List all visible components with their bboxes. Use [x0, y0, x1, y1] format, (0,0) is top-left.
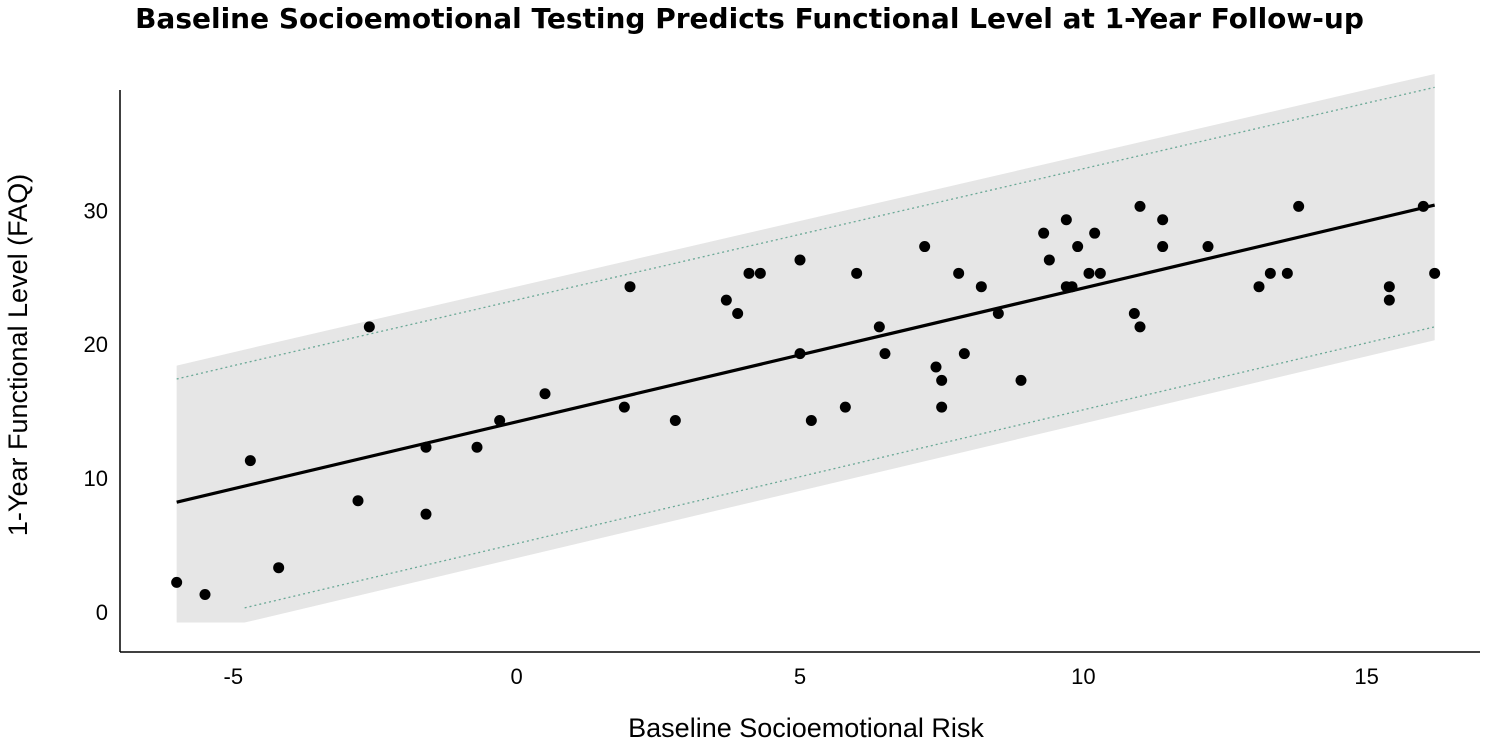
data-point — [953, 267, 965, 279]
data-point — [1293, 200, 1305, 212]
prediction-band-layer — [176, 73, 1435, 623]
x-tick-label: -5 — [224, 664, 244, 689]
data-point — [794, 348, 806, 360]
data-point — [1383, 294, 1395, 306]
data-point — [1083, 267, 1095, 279]
data-point — [363, 321, 375, 333]
axes-layer — [119, 90, 1480, 653]
data-point — [1134, 200, 1146, 212]
data-point — [624, 281, 636, 293]
prediction-band — [176, 73, 1435, 623]
data-point — [794, 254, 806, 266]
data-point — [873, 321, 885, 333]
y-tick-label: 10 — [84, 466, 108, 491]
data-point — [936, 374, 948, 386]
data-point — [936, 401, 948, 413]
data-point — [958, 348, 970, 360]
chart-title: Baseline Socioemotional Testing Predicts… — [135, 2, 1364, 35]
data-point — [1066, 281, 1078, 293]
data-point — [244, 455, 256, 467]
data-points-layer — [171, 200, 1441, 600]
data-point — [720, 294, 732, 306]
data-point — [805, 415, 817, 427]
data-point — [1202, 241, 1214, 253]
data-point — [1089, 227, 1101, 239]
data-point — [975, 281, 987, 293]
data-point — [1281, 267, 1293, 279]
y-tick-label: 30 — [84, 198, 108, 223]
data-point — [992, 307, 1004, 319]
data-point — [1157, 241, 1169, 253]
data-point — [539, 388, 551, 400]
x-axis-title: Baseline Socioemotional Risk — [628, 713, 984, 743]
data-point — [273, 562, 285, 574]
data-point — [1072, 241, 1084, 253]
data-point — [420, 508, 432, 520]
x-tick-label: 5 — [794, 664, 806, 689]
data-point — [930, 361, 942, 373]
data-point — [1060, 214, 1072, 226]
data-point — [1253, 281, 1265, 293]
data-point — [1128, 307, 1140, 319]
data-point — [1383, 281, 1395, 293]
x-tick-label: 0 — [511, 664, 523, 689]
data-point — [754, 267, 766, 279]
data-point — [494, 415, 506, 427]
data-point — [171, 576, 183, 588]
data-point — [420, 441, 432, 453]
y-axis-title: 1-Year Functional Level (FAQ) — [3, 174, 33, 536]
tick-labels-layer: -5 0 5 10 15 0 10 20 30 — [84, 198, 1379, 689]
data-point — [1134, 321, 1146, 333]
data-point — [1094, 267, 1106, 279]
x-tick-label: 15 — [1354, 664, 1378, 689]
data-point — [669, 415, 681, 427]
data-point — [471, 441, 483, 453]
data-point — [618, 401, 630, 413]
regression-line — [176, 203, 1436, 504]
data-point — [839, 401, 851, 413]
data-point — [851, 267, 863, 279]
data-point — [199, 588, 211, 600]
data-point — [919, 241, 931, 253]
data-point — [732, 307, 744, 319]
data-point — [352, 495, 364, 507]
data-point — [1264, 267, 1276, 279]
data-point — [1417, 200, 1429, 212]
data-point — [879, 348, 891, 360]
data-point — [1043, 254, 1055, 266]
data-point — [1038, 227, 1050, 239]
y-tick-label: 0 — [96, 600, 108, 625]
band-lower-edge — [244, 326, 1435, 609]
data-point — [1429, 267, 1441, 279]
data-point — [1157, 214, 1169, 226]
fit-line-layer — [176, 203, 1436, 504]
x-tick-label: 10 — [1071, 664, 1095, 689]
data-point — [743, 267, 755, 279]
data-point — [1015, 374, 1027, 386]
y-tick-label: 20 — [84, 332, 108, 357]
